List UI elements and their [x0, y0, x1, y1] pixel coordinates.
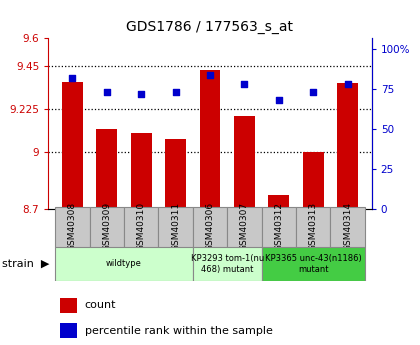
Point [207, 72, 213, 77]
Bar [303, 152, 323, 209]
Text: wildtype: wildtype [106, 259, 142, 268]
Bar [165, 138, 186, 209]
FancyBboxPatch shape [193, 207, 227, 247]
Point [138, 91, 144, 97]
Bar [60, 297, 77, 313]
Text: count: count [84, 300, 116, 310]
Text: GSM40308: GSM40308 [68, 202, 77, 252]
Text: GSM40309: GSM40309 [102, 202, 111, 252]
Text: GSM40313: GSM40313 [309, 202, 318, 252]
Bar [200, 70, 221, 209]
Bar [131, 133, 152, 209]
Point [172, 89, 179, 95]
FancyBboxPatch shape [227, 207, 262, 247]
Bar [62, 81, 83, 209]
Text: GSM40307: GSM40307 [240, 202, 249, 252]
Bar [60, 323, 77, 338]
FancyBboxPatch shape [124, 207, 158, 247]
FancyBboxPatch shape [262, 247, 365, 281]
FancyBboxPatch shape [331, 207, 365, 247]
FancyBboxPatch shape [296, 207, 331, 247]
Text: GSM40310: GSM40310 [136, 202, 146, 252]
Bar [234, 116, 255, 209]
Text: strain  ▶: strain ▶ [2, 259, 50, 269]
FancyBboxPatch shape [55, 247, 193, 281]
Text: GSM40306: GSM40306 [205, 202, 215, 252]
Bar [268, 195, 289, 209]
Point [69, 75, 76, 81]
FancyBboxPatch shape [262, 207, 296, 247]
Text: percentile rank within the sample: percentile rank within the sample [84, 326, 273, 336]
FancyBboxPatch shape [193, 247, 262, 281]
Point [310, 89, 317, 95]
FancyBboxPatch shape [158, 207, 193, 247]
FancyBboxPatch shape [55, 207, 89, 247]
Text: KP3365 unc-43(n1186)
mutant: KP3365 unc-43(n1186) mutant [265, 254, 362, 274]
FancyBboxPatch shape [89, 207, 124, 247]
Title: GDS1786 / 177563_s_at: GDS1786 / 177563_s_at [126, 20, 294, 34]
Bar [337, 83, 358, 209]
Text: GSM40311: GSM40311 [171, 202, 180, 252]
Point [344, 81, 351, 87]
Bar [97, 129, 117, 209]
Text: KP3293 tom-1(nu
468) mutant: KP3293 tom-1(nu 468) mutant [191, 254, 264, 274]
Point [103, 89, 110, 95]
Point [241, 81, 248, 87]
Text: GSM40312: GSM40312 [274, 202, 284, 252]
Text: GSM40314: GSM40314 [343, 202, 352, 252]
Point [276, 97, 282, 103]
